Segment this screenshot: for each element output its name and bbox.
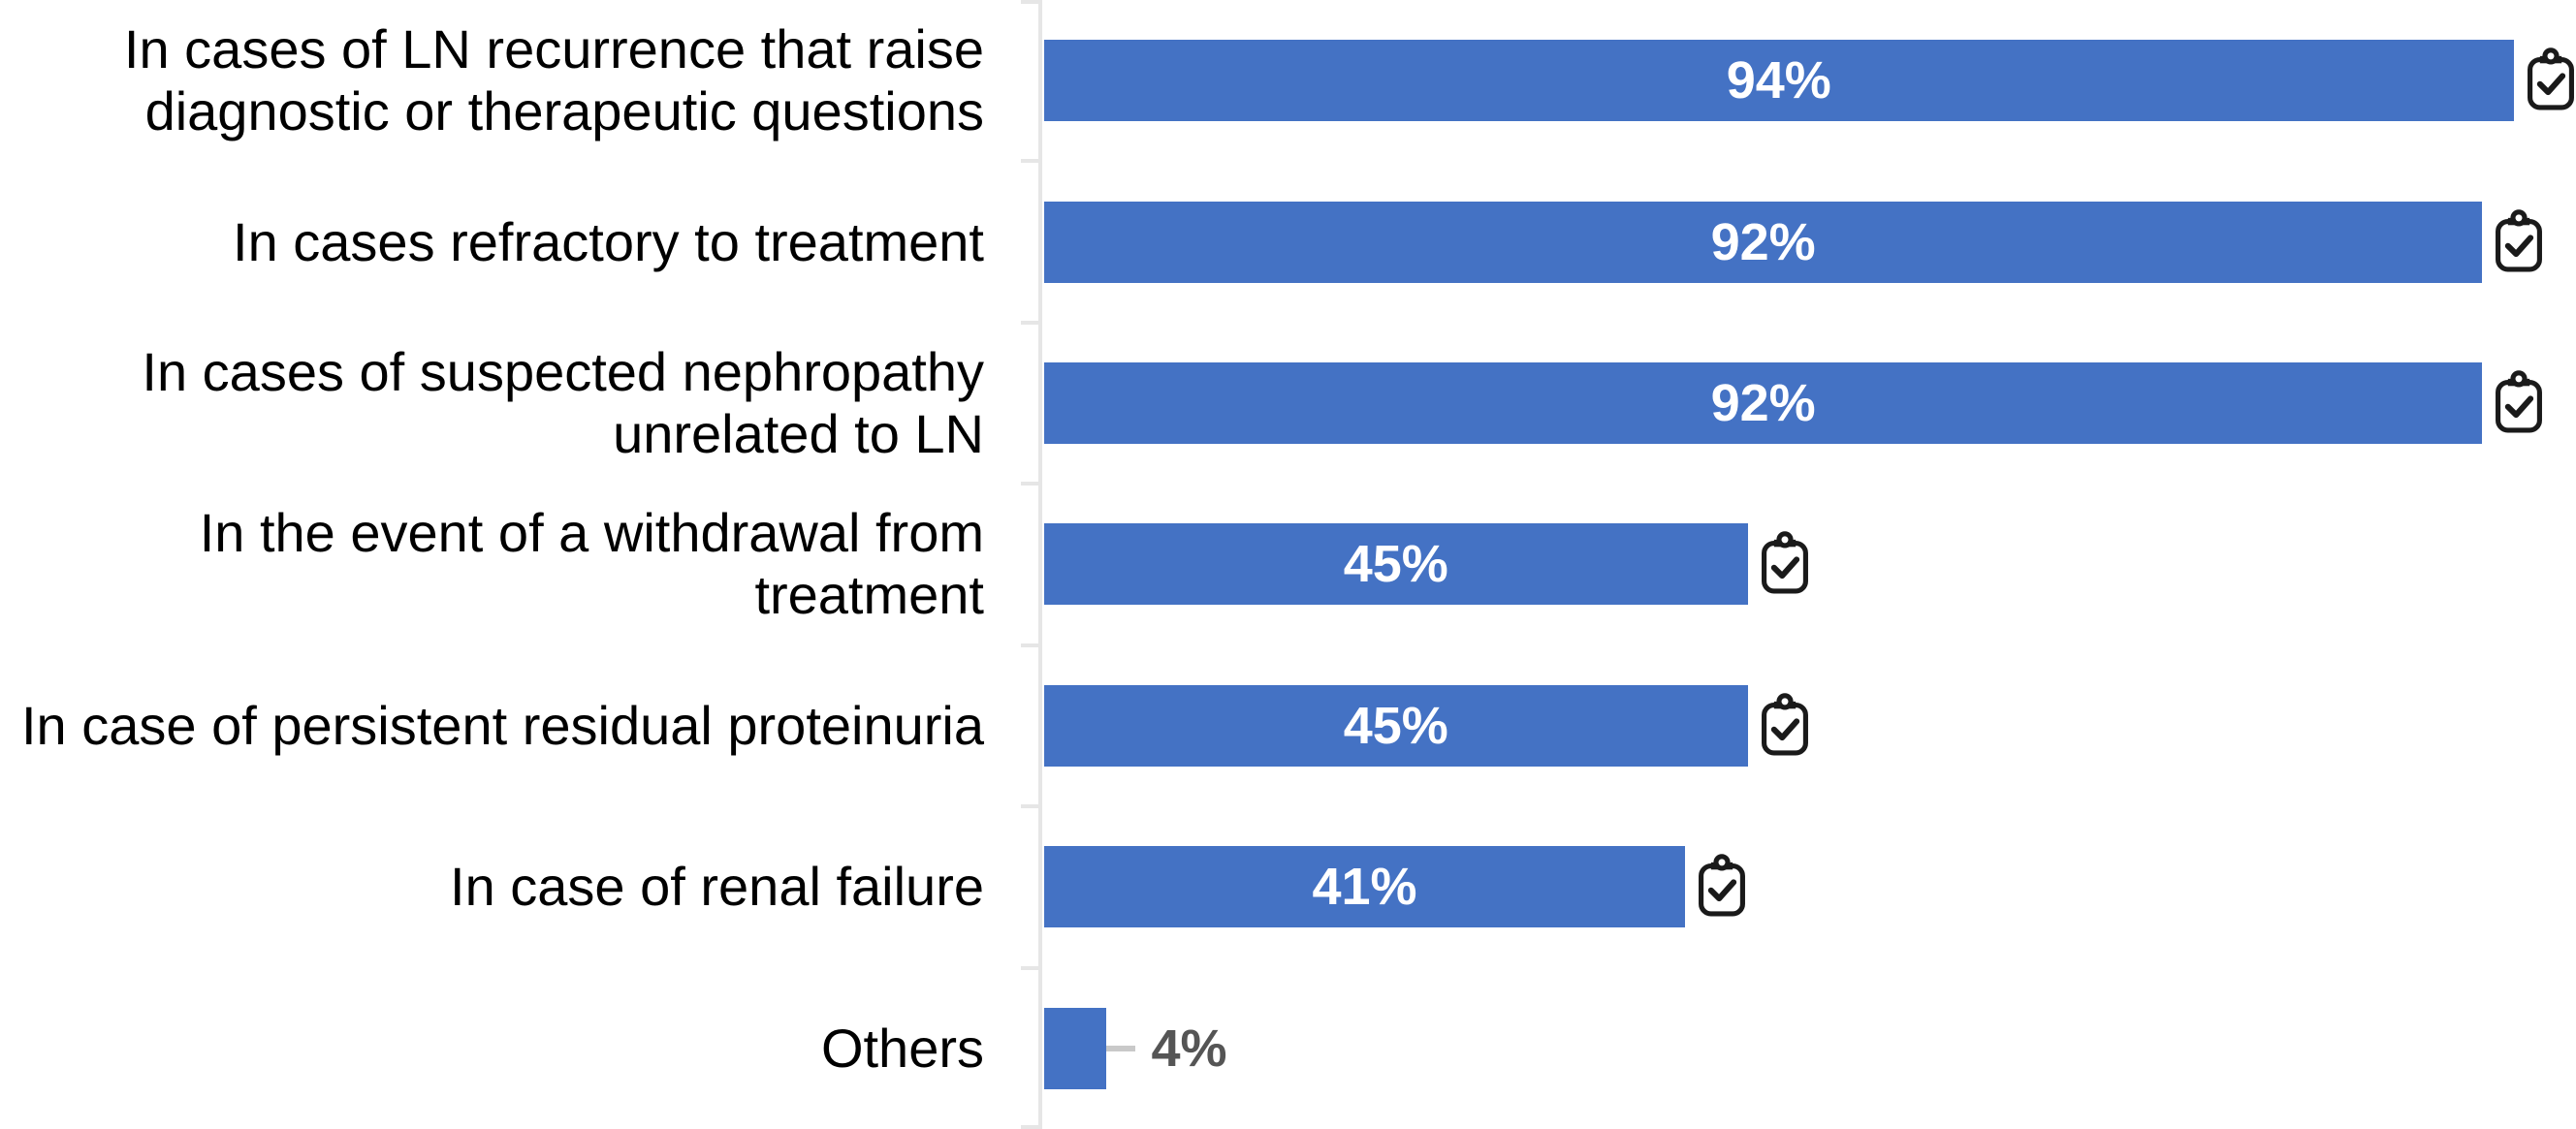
- category-label: Others: [820, 1017, 984, 1079]
- plot-area: 92%: [1040, 161, 2576, 322]
- bar-value-label: 94%: [1726, 51, 1831, 110]
- axis-tick: [1021, 1125, 1038, 1129]
- bar-row: In case of persistent residual proteinur…: [0, 645, 2576, 806]
- bar: 45%: [1044, 523, 1748, 606]
- bar-row: Others 4%: [0, 968, 2576, 1129]
- axis-tick: [1021, 482, 1038, 486]
- category-label: In cases refractory to treatment: [233, 210, 984, 272]
- plot-area: 4%: [1040, 968, 2576, 1129]
- bar-value-label: 45%: [1343, 535, 1448, 594]
- clipboard-check-icon: [2496, 208, 2543, 272]
- category-label: In cases of LN recurrence that raise dia…: [123, 18, 984, 142]
- bar-value-label: 4%: [1151, 1019, 1227, 1078]
- category-label: In case of persistent residual proteinur…: [21, 694, 984, 756]
- clipboard-check-icon: [2527, 47, 2574, 110]
- clipboard-check-icon: [1761, 693, 1808, 756]
- bar-row: In case of renal failure 41%: [0, 806, 2576, 967]
- plot-area: 94%: [1040, 0, 2576, 161]
- category-label: In cases of suspected nephropathy unrela…: [142, 341, 984, 465]
- bar-row: In cases refractory to treatment 92%: [0, 161, 2576, 322]
- bar: [1044, 1007, 1107, 1089]
- category-axis-line: [1038, 0, 1042, 1129]
- bar-row: In cases of suspected nephropathy unrela…: [0, 323, 2576, 484]
- plot-area: 41%: [1040, 806, 2576, 967]
- plot-area: 92%: [1040, 323, 2576, 484]
- plot-area: 45%: [1040, 645, 2576, 806]
- clipboard-check-icon: [1761, 531, 1808, 594]
- bar: 92%: [1044, 362, 2483, 445]
- bar-value-label: 92%: [1710, 212, 1816, 271]
- clipboard-check-icon: [2496, 370, 2543, 433]
- bar: 41%: [1044, 846, 1686, 928]
- bar-value-label: 92%: [1710, 374, 1816, 433]
- bar-value-label: 45%: [1343, 696, 1448, 755]
- bar-row: In cases of LN recurrence that raise dia…: [0, 0, 2576, 161]
- bar: 92%: [1044, 201, 2483, 283]
- axis-tick: [1021, 643, 1038, 647]
- axis-tick: [1021, 159, 1038, 163]
- category-label: In the event of a withdrawal from treatm…: [199, 502, 984, 626]
- axis-tick: [1021, 966, 1038, 970]
- leader-line: [1106, 1045, 1136, 1051]
- bar-row: In the event of a withdrawal from treatm…: [0, 484, 2576, 644]
- category-label: In case of renal failure: [450, 856, 984, 918]
- plot-area: 45%: [1040, 484, 2576, 644]
- axis-tick: [1021, 0, 1038, 4]
- clipboard-check-icon: [1699, 854, 1745, 917]
- bar: 45%: [1044, 684, 1748, 767]
- bar-value-label: 41%: [1312, 858, 1417, 917]
- axis-tick: [1021, 804, 1038, 808]
- axis-tick: [1021, 321, 1038, 325]
- bar: 94%: [1044, 40, 2514, 122]
